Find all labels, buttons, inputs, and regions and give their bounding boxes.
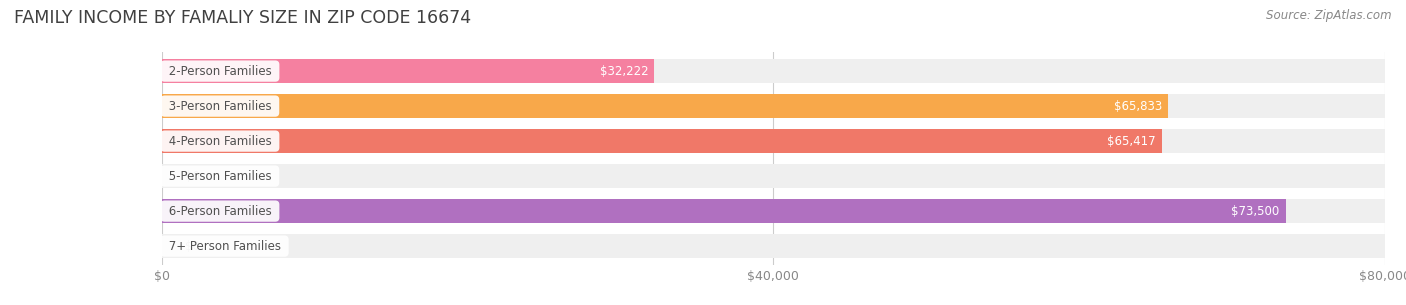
FancyBboxPatch shape (162, 59, 1385, 83)
Text: 6-Person Families: 6-Person Families (165, 205, 276, 217)
Text: 7+ Person Families: 7+ Person Families (165, 240, 284, 253)
Text: 2-Person Families: 2-Person Families (165, 65, 276, 77)
FancyBboxPatch shape (162, 59, 654, 83)
Text: 3-Person Families: 3-Person Families (165, 100, 276, 113)
FancyBboxPatch shape (162, 164, 1385, 188)
FancyBboxPatch shape (162, 199, 1285, 223)
FancyBboxPatch shape (162, 129, 1385, 153)
Text: $0: $0 (184, 170, 200, 183)
Text: $65,417: $65,417 (1107, 135, 1156, 148)
FancyBboxPatch shape (162, 234, 1385, 258)
Text: $32,222: $32,222 (599, 65, 648, 77)
Text: $65,833: $65,833 (1114, 100, 1163, 113)
FancyBboxPatch shape (162, 94, 1168, 118)
Text: Source: ZipAtlas.com: Source: ZipAtlas.com (1267, 9, 1392, 22)
Text: $73,500: $73,500 (1232, 205, 1279, 217)
Text: $0: $0 (184, 240, 200, 253)
Text: 4-Person Families: 4-Person Families (165, 135, 276, 148)
FancyBboxPatch shape (162, 129, 1161, 153)
FancyBboxPatch shape (162, 94, 1385, 118)
Text: FAMILY INCOME BY FAMALIY SIZE IN ZIP CODE 16674: FAMILY INCOME BY FAMALIY SIZE IN ZIP COD… (14, 9, 471, 27)
Text: 5-Person Families: 5-Person Families (165, 170, 276, 183)
FancyBboxPatch shape (162, 199, 1385, 223)
